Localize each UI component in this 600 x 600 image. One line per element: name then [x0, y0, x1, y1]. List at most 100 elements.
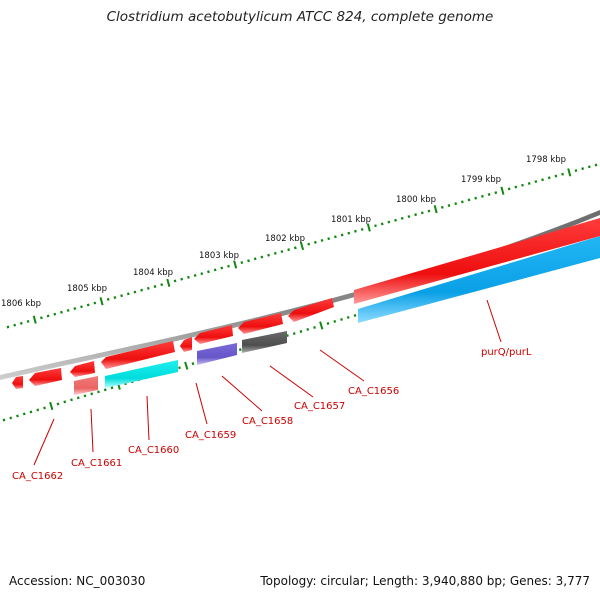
- minor-tick: [353, 314, 357, 317]
- minor-tick: [43, 406, 46, 410]
- feature-label[interactable]: CA_C1658: [242, 416, 293, 427]
- minor-tick: [83, 394, 87, 398]
- feature-ca-c1661[interactable]: [74, 376, 98, 395]
- feature-label[interactable]: CA_C1657: [294, 401, 345, 412]
- feature-label[interactable]: CA_C1660: [128, 445, 179, 456]
- feature-ca-c1662[interactable]: [29, 368, 62, 386]
- scale-label: 1799 kbp: [461, 175, 501, 185]
- major-tick: [233, 260, 238, 269]
- genome-backbone: [0, 210, 600, 380]
- minor-tick: [440, 205, 444, 209]
- minor-tick: [126, 292, 130, 296]
- feature-upper-red-small[interactable]: [180, 337, 192, 352]
- leader-ca-c1657: [269, 365, 314, 398]
- minor-tick: [541, 178, 544, 182]
- minor-tick: [313, 240, 317, 244]
- scale-label: 1806 kbp: [1, 299, 41, 309]
- minor-tick: [56, 402, 60, 406]
- scale-label: 1798 kbp: [526, 155, 566, 165]
- minor-tick: [200, 272, 204, 276]
- minor-tick: [238, 348, 242, 352]
- leader-ca-c1660: [146, 395, 150, 441]
- feature-ca-c1656[interactable]: [288, 298, 334, 322]
- feature-ca-c1658[interactable]: [242, 331, 287, 353]
- minor-tick: [240, 261, 244, 265]
- minor-tick: [29, 410, 33, 414]
- minor-tick: [16, 414, 19, 418]
- minor-tick: [260, 255, 264, 259]
- minor-tick: [581, 167, 585, 171]
- leader-purq-purl: [486, 299, 502, 343]
- feature-ca-c1659[interactable]: [197, 343, 237, 365]
- minor-tick: [326, 322, 330, 325]
- minor-tick: [120, 294, 123, 298]
- minor-tick: [267, 253, 270, 257]
- leader-ca-c1661: [90, 408, 94, 453]
- minor-tick: [253, 257, 257, 261]
- feature-label[interactable]: CA_C1661: [71, 458, 122, 469]
- minor-tick: [207, 270, 210, 274]
- minor-tick: [160, 283, 164, 287]
- minor-tick: [394, 218, 397, 222]
- minor-tick: [574, 169, 578, 173]
- minor-tick: [299, 330, 303, 333]
- minor-tick: [320, 238, 324, 242]
- minor-tick: [333, 319, 337, 323]
- minor-tick: [313, 326, 316, 329]
- minor-tick: [327, 237, 331, 241]
- minor-tick: [76, 396, 80, 400]
- feature-label[interactable]: CA_C1662: [12, 471, 63, 482]
- feature-upper-red-left[interactable]: [70, 361, 95, 377]
- minor-tick: [387, 220, 391, 224]
- leader-ca-c1659: [195, 382, 208, 425]
- minor-tick: [307, 242, 311, 246]
- major-tick: [49, 401, 54, 411]
- feature-track: [12, 218, 600, 395]
- minor-tick: [97, 390, 100, 394]
- minor-tick: [521, 183, 524, 187]
- feature-label[interactable]: purQ/purL: [481, 347, 532, 358]
- minor-tick: [474, 196, 478, 200]
- minor-tick: [587, 165, 591, 169]
- minor-tick: [133, 290, 137, 294]
- feature-ca-c1660[interactable]: [105, 360, 178, 388]
- scale-label: 1805 kbp: [67, 284, 107, 294]
- minor-tick: [354, 229, 357, 233]
- minor-tick: [427, 209, 431, 213]
- feature-label[interactable]: CA_C1656: [348, 386, 399, 397]
- scale-label: 1804 kbp: [133, 268, 173, 278]
- major-tick: [433, 205, 438, 214]
- feature-upper-red-large[interactable]: [354, 218, 600, 304]
- minor-tick: [9, 416, 13, 420]
- feature-label[interactable]: CA_C1659: [185, 430, 236, 441]
- accession-text: Accession: NC_003030: [9, 574, 146, 588]
- minor-tick: [293, 246, 297, 250]
- major-tick: [32, 315, 37, 324]
- minor-tick: [180, 277, 184, 281]
- major-tick: [299, 241, 305, 251]
- feature-upper-red-long[interactable]: [101, 341, 175, 369]
- minor-tick: [22, 412, 26, 416]
- minor-tick: [187, 275, 190, 279]
- minor-tick: [454, 202, 458, 206]
- minor-tick: [292, 332, 296, 336]
- minor-tick: [140, 288, 144, 292]
- scale-ticks-upper: [6, 163, 598, 329]
- minor-tick: [494, 191, 498, 195]
- minor-tick: [6, 325, 10, 329]
- minor-tick: [227, 264, 230, 268]
- feature-upper-red-edge[interactable]: [12, 376, 23, 389]
- feature-ca-c1657[interactable]: [238, 313, 283, 334]
- minor-tick: [346, 315, 350, 319]
- feature-upper-red-mid[interactable]: [194, 325, 233, 344]
- minor-tick: [90, 392, 94, 396]
- label-leaders: [33, 299, 502, 466]
- feature-purq-purl[interactable]: [358, 236, 600, 323]
- major-tick: [567, 168, 572, 177]
- minor-tick: [178, 366, 181, 370]
- minor-tick: [146, 286, 150, 290]
- minor-tick: [70, 398, 73, 402]
- minor-tick: [106, 297, 110, 301]
- minor-tick: [400, 216, 404, 220]
- minor-tick: [103, 388, 107, 392]
